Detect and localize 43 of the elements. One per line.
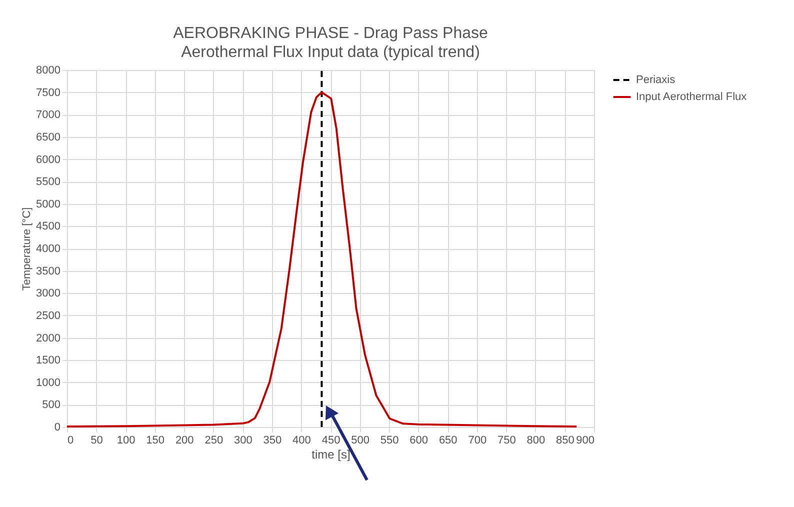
- y-tick-label: 3500: [36, 265, 60, 278]
- y-tick-label: 0: [54, 422, 60, 434]
- chart-title: AEROBRAKING PHASE - Drag Pass Phase: [173, 25, 488, 42]
- y-axis-title: Temperature [°C]: [21, 207, 34, 291]
- x-tick-label: 800: [526, 434, 546, 446]
- x-tick-label: 850: [556, 434, 574, 446]
- x-tick-label: 200: [175, 434, 194, 446]
- y-tick-label: 4500: [36, 220, 60, 233]
- x-tick-label: 350: [263, 434, 282, 446]
- x-tick-label: 450: [322, 434, 340, 446]
- y-tick-label: 7000: [36, 109, 60, 122]
- legend-label: Periaxis: [636, 74, 676, 86]
- x-tick-label: 100: [116, 434, 136, 446]
- x-tick-label: 150: [146, 434, 165, 446]
- x-axis-title: time [s]: [312, 448, 350, 462]
- line-series: [66, 91, 578, 428]
- y-tick-label: 4000: [36, 243, 60, 255]
- x-tick-label: 250: [204, 434, 224, 446]
- y-tick-label: 5500: [36, 176, 60, 188]
- y-tick-label: 2500: [36, 310, 60, 322]
- x-tick-label: 650: [438, 434, 458, 446]
- x-tick-label: 600: [410, 434, 428, 446]
- x-tick-label: 50: [90, 434, 103, 446]
- y-tick-label: 500: [42, 399, 60, 412]
- y-tick-label: 1000: [36, 376, 60, 389]
- x-tick-label: 750: [497, 434, 516, 446]
- y-tick-label: 2000: [36, 332, 60, 344]
- y-tick-label: 6500: [36, 131, 60, 144]
- x-tick-label: 400: [292, 434, 311, 446]
- y-tick-label: 8000: [36, 64, 60, 76]
- y-tick-label: 5000: [36, 198, 60, 210]
- legend-label: Input Aerothermal Flux: [636, 91, 748, 103]
- x-tick-label: 700: [468, 434, 487, 446]
- x-tick-label: 0: [68, 434, 74, 446]
- y-tick-label: 1500: [36, 354, 60, 367]
- y-tick-label: 6000: [36, 154, 60, 166]
- x-tick-label: 500: [351, 434, 370, 446]
- x-tick-label: 300: [234, 434, 252, 446]
- x-tick-label: 900: [576, 434, 594, 446]
- x-tick-label: 550: [380, 434, 399, 446]
- chart-subtitle: Aerothermal Flux Input data (typical trend): [181, 44, 480, 61]
- y-tick-label: 3000: [36, 288, 60, 300]
- y-tick-label: 7500: [36, 86, 60, 99]
